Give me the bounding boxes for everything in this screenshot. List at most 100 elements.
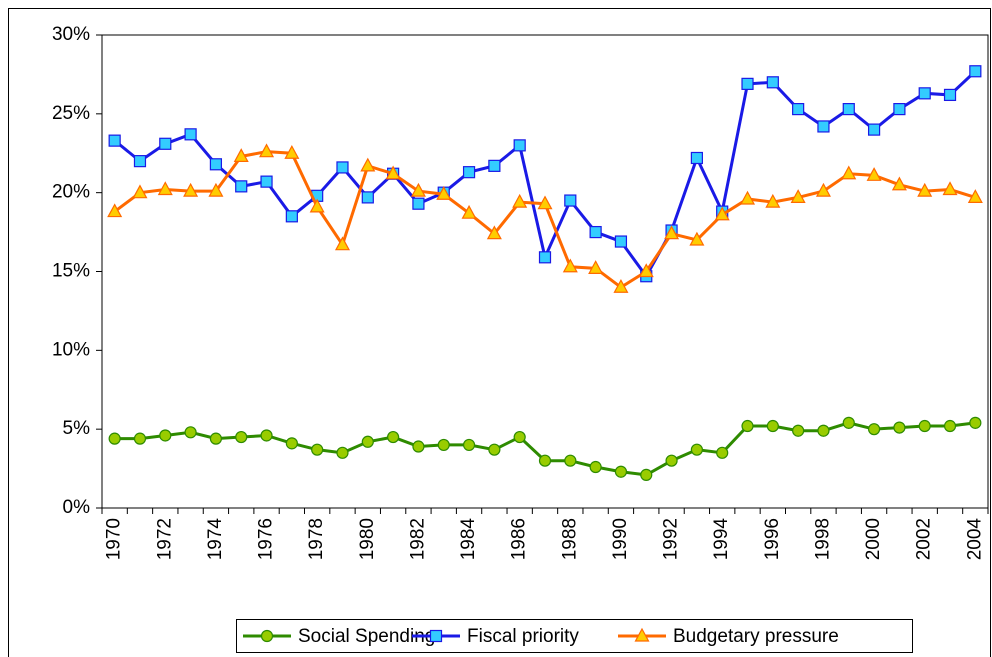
x-tick-label: 1974 (205, 518, 226, 561)
point (107, 203, 123, 218)
x-tick-label: 2000 (863, 518, 884, 560)
point (891, 176, 907, 191)
point (665, 454, 678, 467)
x-tick-label: 1992 (661, 518, 682, 560)
point (917, 182, 933, 197)
point (766, 76, 779, 89)
point (741, 77, 754, 90)
point (664, 225, 680, 240)
point (132, 184, 148, 199)
point (790, 189, 806, 203)
point (689, 231, 705, 246)
point (513, 430, 526, 444)
point (513, 139, 526, 152)
point (208, 182, 224, 197)
point (133, 155, 147, 168)
point (740, 190, 756, 205)
x-tick-label: 1986 (509, 518, 530, 560)
point (209, 158, 223, 171)
point (235, 430, 248, 444)
point (436, 185, 452, 200)
point (336, 446, 349, 459)
point (260, 429, 273, 442)
point (387, 430, 400, 444)
point (311, 443, 324, 456)
point (488, 159, 501, 172)
point (690, 443, 703, 456)
x-tick-label: 1982 (407, 518, 428, 560)
point (108, 134, 121, 147)
x-tick-label: 1970 (104, 518, 125, 560)
point (361, 191, 374, 204)
x-tick-label: 1998 (812, 518, 833, 560)
point (918, 419, 931, 433)
point (967, 189, 983, 203)
point (815, 182, 831, 197)
point (842, 103, 855, 116)
legend-label: Fiscal priority (467, 626, 579, 647)
legend-marker (634, 627, 650, 642)
point (108, 432, 121, 445)
point (866, 167, 882, 181)
x-tick-label: 1976 (256, 518, 277, 560)
point (792, 103, 805, 116)
point (867, 423, 881, 436)
legend-label: Budgetary pressure (673, 626, 839, 647)
x-tick-label: 1980 (357, 518, 378, 560)
point (893, 103, 906, 116)
point (157, 181, 173, 196)
x-tick-label: 1990 (610, 518, 631, 560)
legend-label: Social Spending (298, 626, 435, 647)
y-tick-label: 10% (52, 339, 90, 360)
point (385, 165, 401, 180)
point (562, 258, 578, 273)
point (133, 432, 147, 445)
point (537, 195, 553, 210)
point (766, 419, 779, 433)
point (512, 193, 528, 208)
point (309, 198, 325, 213)
point (564, 454, 577, 467)
point (461, 204, 477, 219)
point (259, 143, 275, 158)
point (538, 454, 552, 467)
y-tick-label: 0% (63, 497, 91, 518)
point (765, 193, 781, 208)
legend-marker (429, 629, 443, 643)
point (209, 432, 223, 445)
x-tick-label: 1972 (154, 518, 175, 560)
point (184, 128, 197, 141)
point (488, 443, 501, 456)
x-tick-label: 1978 (306, 518, 327, 560)
point (942, 181, 958, 196)
point (589, 225, 602, 239)
point (285, 437, 298, 450)
point (638, 263, 654, 278)
point (184, 426, 197, 439)
point (412, 440, 425, 453)
y-tick-label: 25% (52, 103, 90, 124)
point (538, 251, 552, 264)
point (893, 421, 906, 434)
point (640, 468, 653, 481)
point (741, 419, 754, 433)
point (285, 210, 298, 223)
point (410, 182, 426, 197)
point (943, 419, 957, 433)
point (792, 424, 805, 437)
point (233, 148, 249, 163)
point (817, 120, 830, 133)
point (284, 144, 300, 159)
point (716, 446, 729, 459)
point (412, 197, 425, 210)
point (589, 460, 602, 474)
point (614, 465, 628, 478)
x-tick-label: 1996 (762, 518, 783, 560)
y-tick-label: 15% (52, 261, 90, 282)
point (334, 236, 350, 251)
point (714, 206, 730, 221)
point (235, 180, 248, 193)
y-tick-label: 30% (52, 24, 90, 45)
point (462, 438, 476, 452)
